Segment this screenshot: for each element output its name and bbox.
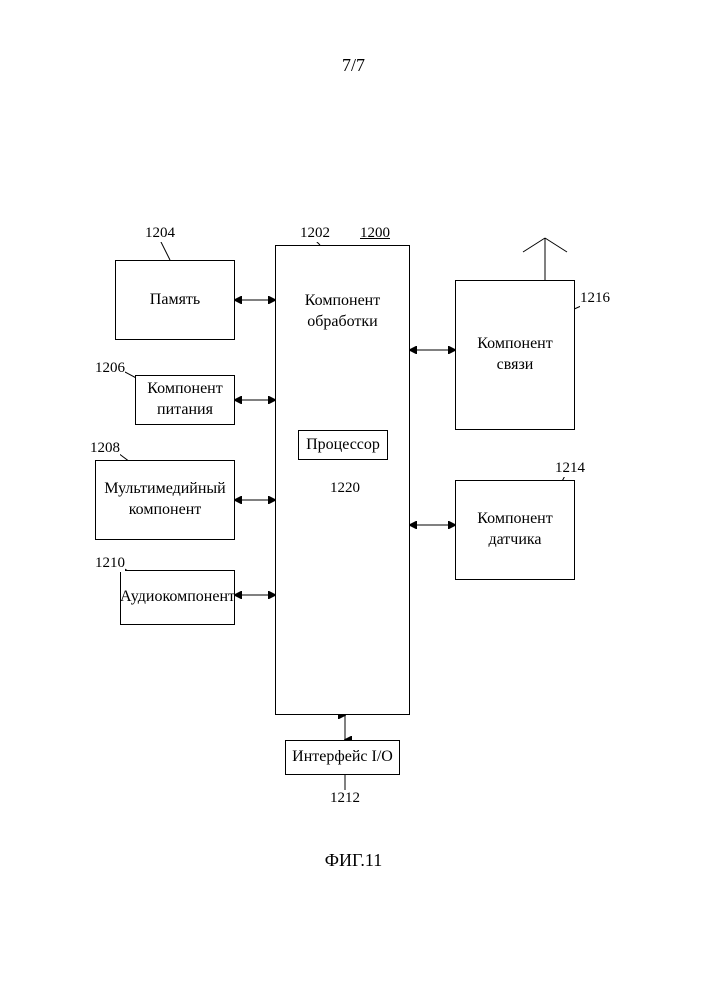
page: 7/7 [0,0,707,1000]
figure-caption: ФИГ.11 [0,850,707,871]
node-processor: Процессор [298,430,388,460]
node-audio: Аудиокомпонент [120,570,235,625]
ref-1214: 1214 [555,460,585,477]
ref-1208: 1208 [90,440,120,457]
node-memory: Память [115,260,235,340]
node-audio-label: Аудиокомпонент [120,587,235,608]
ref-1212: 1212 [330,790,360,807]
node-comm-label: Компонентсвязи [477,334,552,376]
node-sensor-label: Компонентдатчика [477,509,552,551]
ref-1206: 1206 [95,360,125,377]
node-multimedia: Мультимедийныйкомпонент [95,460,235,540]
node-power: Компонентпитания [135,375,235,425]
node-processor-label: Процессор [306,435,380,456]
ref-1202: 1202 [300,225,330,242]
node-io: Интерфейс I/O [285,740,400,775]
node-sensor: Компонентдатчика [455,480,575,580]
leader-1204 [160,240,170,260]
ref-1204: 1204 [145,225,175,242]
node-comm: Компонентсвязи [455,280,575,430]
node-memory-label: Память [150,290,200,311]
node-processing-label: Компонентобработки [305,291,380,333]
ref-1220: 1220 [330,480,360,497]
ref-1200: 1200 [360,225,390,242]
ref-1210: 1210 [95,555,125,572]
antenna-icon [523,238,567,280]
ref-1216: 1216 [580,290,610,307]
node-power-label: Компонентпитания [147,379,222,421]
node-io-label: Интерфейс I/O [292,747,393,768]
node-multimedia-label: Мультимедийныйкомпонент [104,479,226,521]
